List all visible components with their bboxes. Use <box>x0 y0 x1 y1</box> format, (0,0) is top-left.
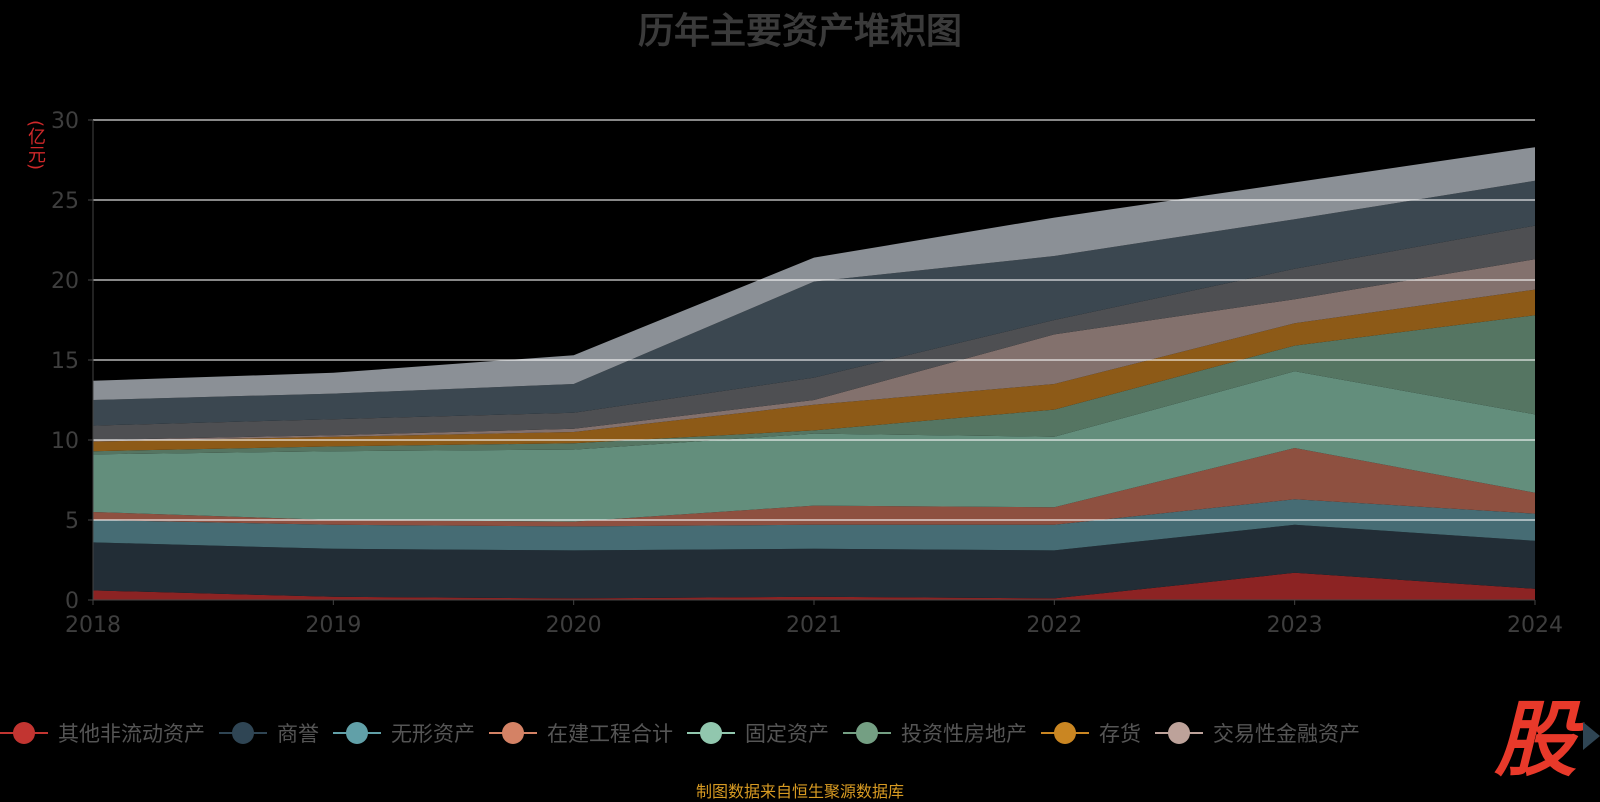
legend-label: 在建工程合计 <box>547 722 673 746</box>
data-source-note: 制图数据来自恒生聚源数据库 <box>695 782 904 801</box>
y-tick-label: 0 <box>65 589 79 614</box>
area-series <box>93 572 1535 600</box>
legend-item[interactable]: 无形资产 <box>333 718 475 748</box>
y-tick-label: 25 <box>51 189 79 214</box>
y-tick-label: 10 <box>51 429 79 454</box>
legend-item[interactable]: 投资性房地产 <box>843 718 1027 748</box>
x-tick-label: 2020 <box>546 613 602 638</box>
y-tick-label: 15 <box>51 349 79 374</box>
legend-marker-icon <box>843 721 891 745</box>
legend-marker-icon <box>489 721 537 745</box>
y-axis-unit-label: (亿元) <box>25 120 46 171</box>
x-tick-label: 2023 <box>1267 613 1323 638</box>
y-tick-label: 20 <box>51 269 79 294</box>
legend-marker-icon <box>1041 721 1089 745</box>
area-series <box>93 371 1535 522</box>
legend-label: 存货 <box>1099 722 1141 746</box>
area-series <box>93 524 1535 599</box>
legend-marker-icon <box>219 721 267 745</box>
x-tick-label: 2021 <box>786 613 842 638</box>
area-series <box>93 225 1535 440</box>
brand-logo: 股 <box>1494 693 1577 788</box>
legend-label: 投资性房地产 <box>901 722 1027 746</box>
chart-legend: 其他非流动资产 商誉 无形资产 在建工程合计 固定资产 投资性房地产 存货 交易性金融资产 <box>0 718 1480 754</box>
area-series <box>93 448 1535 527</box>
legend-marker-icon <box>687 721 735 745</box>
legend-label: 其他非流动资产 <box>58 722 205 746</box>
x-tick-label: 2018 <box>65 613 121 638</box>
legend-label: 商誉 <box>277 722 319 746</box>
legend-label: 固定资产 <box>745 722 829 746</box>
y-tick-label: 30 <box>51 109 79 134</box>
area-series <box>93 147 1535 400</box>
legend-item[interactable]: 存货 <box>1041 718 1141 748</box>
x-tick-label: 2022 <box>1026 613 1082 638</box>
legend-label: 交易性金融资产 <box>1213 722 1360 746</box>
legend-item[interactable]: 在建工程合计 <box>489 718 673 748</box>
legend-item[interactable]: 商誉 <box>219 718 319 748</box>
area-series <box>93 180 1535 426</box>
legend-marker-icon <box>0 721 48 745</box>
legend-item[interactable]: 其他非流动资产 <box>0 718 205 748</box>
legend-item[interactable]: 固定资产 <box>687 718 829 748</box>
chart-title: 历年主要资产堆积图 <box>637 11 962 52</box>
chevron-right-icon[interactable] <box>1583 722 1600 750</box>
legend-marker-icon <box>1155 721 1203 745</box>
x-tick-label: 2019 <box>305 613 361 638</box>
legend-item[interactable]: 交易性金融资产 <box>1155 718 1360 748</box>
y-tick-label: 5 <box>65 509 79 534</box>
area-series <box>93 289 1535 452</box>
legend-marker-icon <box>333 721 381 745</box>
legend-label: 无形资产 <box>391 722 475 746</box>
x-tick-label: 2024 <box>1507 613 1563 638</box>
